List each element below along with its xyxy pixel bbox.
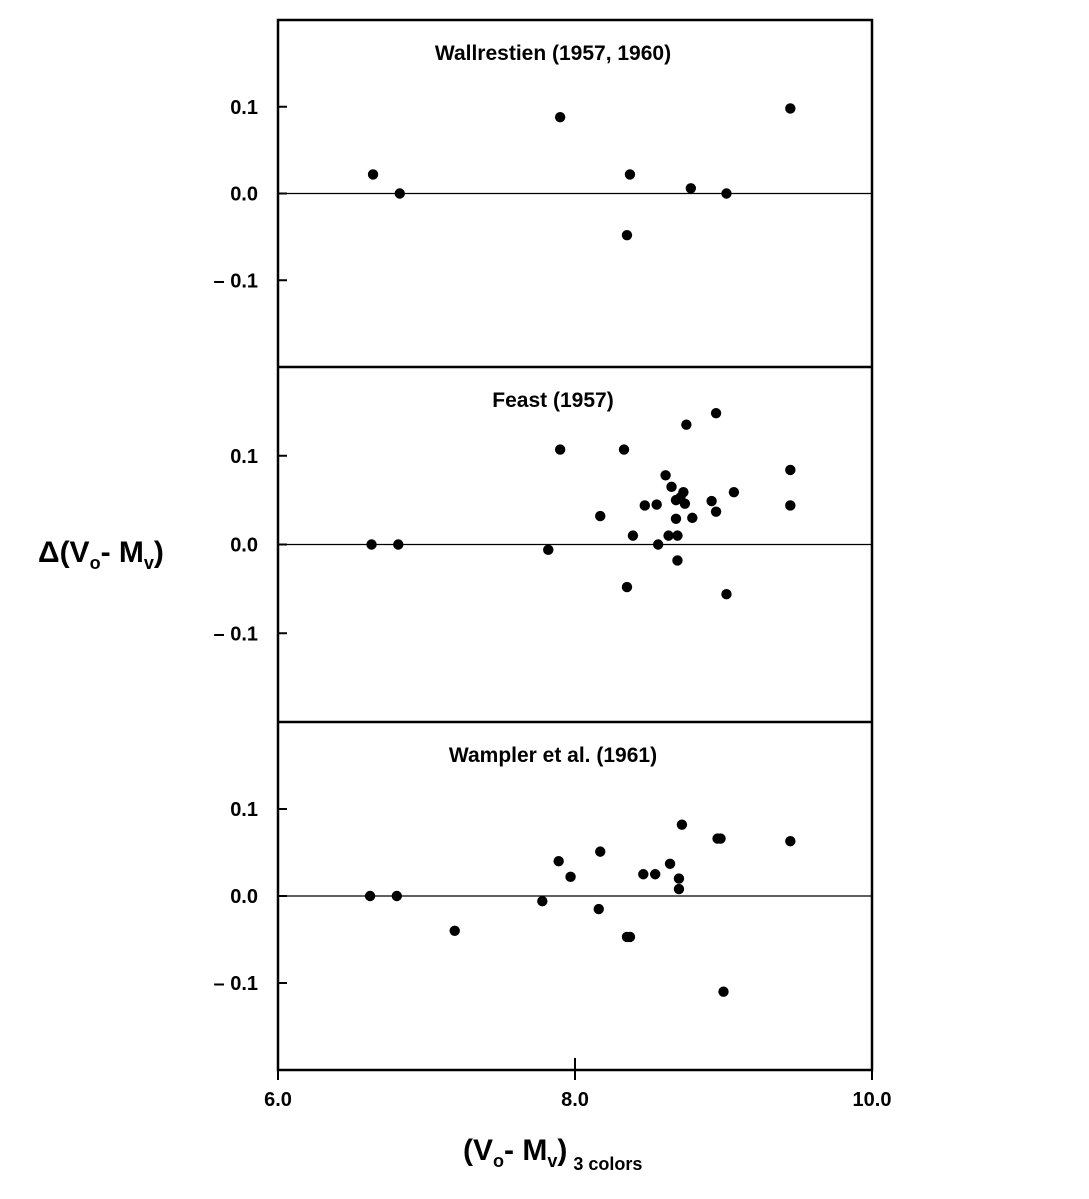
x-axis-label-prefix: (V (463, 1134, 493, 1167)
data-point (673, 873, 685, 884)
y-tick-label: 0.0 (230, 535, 258, 557)
data-point (672, 530, 683, 541)
y-tick-label: 0.0 (230, 184, 258, 206)
data-point (652, 539, 664, 550)
data-point (687, 512, 698, 524)
y-axis-label-sub2: v (144, 553, 154, 573)
data-point (393, 539, 404, 550)
x-tick-label: 6.0 (264, 1089, 292, 1111)
panel-title: Feast (1957) (492, 389, 613, 412)
data-point (649, 869, 661, 880)
data-point (543, 544, 554, 556)
data-point (676, 819, 688, 830)
y-axis-label-suffix: ) (154, 536, 164, 569)
data-point (391, 890, 402, 902)
plot-layer: Wallrestien (1957, 1960) 0.1 0.0 – 0.1 Feast… (214, 18, 892, 1111)
panel-title: Wallrestien (1957, 1960) (435, 42, 671, 65)
x-axis-label-sub2: v (547, 1151, 557, 1171)
x-axis-label-mid: - M (504, 1134, 547, 1167)
data-point (367, 169, 379, 180)
data-point (595, 846, 606, 857)
data-point (537, 896, 548, 907)
data-point (721, 589, 732, 600)
data-point (706, 495, 717, 507)
data-point (624, 931, 636, 943)
y-axis-label: Δ(Vo- Mv) (38, 536, 164, 573)
y-axis-label-mid: - M (101, 536, 144, 569)
data-point (366, 539, 377, 550)
y-tick-label: 0.0 (230, 886, 258, 908)
data-point (785, 464, 796, 476)
data-point (394, 188, 405, 199)
x-axis-label-suffix: ) (557, 1134, 567, 1167)
data-point (595, 510, 606, 522)
data-point (364, 890, 376, 902)
y-tick-label: – 0.1 (214, 270, 258, 292)
data-point (663, 530, 674, 541)
data-point (670, 513, 682, 524)
y-tick-label: – 0.1 (214, 973, 258, 995)
data-point (553, 856, 564, 867)
y-tick-label: 0.1 (230, 799, 258, 821)
x-axis-label: (Vo- Mv) 3 colors (463, 1134, 642, 1174)
data-point (785, 500, 796, 511)
data-point (449, 925, 460, 936)
data-point (785, 835, 796, 847)
data-point (554, 111, 566, 123)
data-point (621, 581, 633, 593)
data-point (554, 444, 566, 455)
y-axis-label-prefix: Δ(V (38, 536, 90, 569)
data-point (593, 903, 604, 915)
data-point (672, 555, 683, 566)
data-point (718, 986, 729, 997)
data-point (664, 858, 676, 870)
data-point (715, 833, 726, 844)
data-point (678, 486, 689, 498)
x-tick-label: 10.0 (853, 1089, 892, 1111)
y-tick-label: – 0.1 (214, 623, 258, 645)
data-point (621, 229, 633, 241)
data-point (660, 470, 671, 481)
data-point (721, 188, 732, 199)
x-axis-label-sub1: o (493, 1151, 504, 1171)
data-point (565, 871, 576, 883)
data-point (666, 481, 677, 493)
data-point (710, 506, 722, 517)
data-point (618, 444, 630, 455)
y-tick-label: 0.1 (230, 446, 258, 468)
data-point (728, 486, 740, 498)
data-point (624, 169, 636, 180)
data-point (785, 103, 796, 114)
data-point (651, 499, 662, 510)
data-point (627, 530, 639, 541)
y-tick-label: 0.1 (230, 97, 258, 119)
data-point (679, 498, 691, 509)
data-point (673, 883, 685, 895)
y-axis-label-sub1: o (90, 553, 101, 573)
data-point (639, 500, 650, 511)
data-point (710, 407, 722, 419)
x-axis-label-sub3: 3 colors (573, 1154, 642, 1174)
data-point (681, 419, 692, 430)
panel-title: Wampler et al. (1961) (449, 744, 657, 767)
data-point (638, 869, 649, 880)
data-point (685, 183, 697, 194)
x-tick-label: 8.0 (561, 1089, 589, 1111)
